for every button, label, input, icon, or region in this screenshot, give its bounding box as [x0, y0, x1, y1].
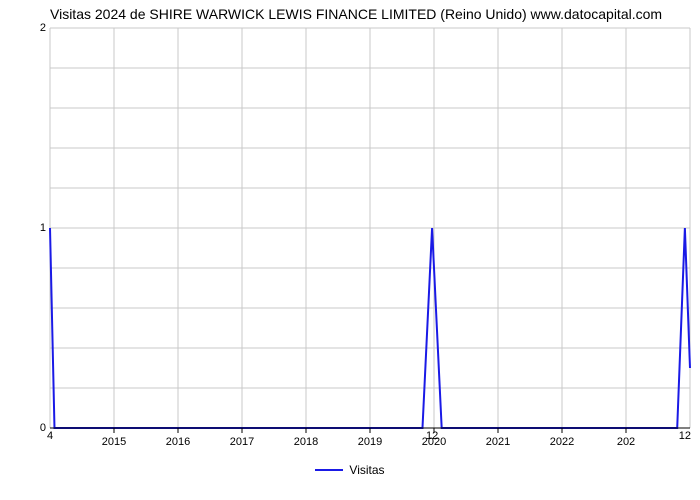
- value-label: 12: [426, 430, 438, 442]
- x-tick-label: 2018: [294, 436, 318, 448]
- x-tick-label: 2019: [358, 436, 382, 448]
- chart-title: Visitas 2024 de SHIRE WARWICK LEWIS FINA…: [50, 6, 662, 22]
- y-tick-label: 1: [32, 222, 46, 234]
- visits-chart: Visitas 2024 de SHIRE WARWICK LEWIS FINA…: [0, 0, 700, 500]
- plot-area: [50, 28, 690, 428]
- legend-item-visitas: Visitas: [315, 463, 384, 477]
- y-tick-label: 0: [32, 422, 46, 434]
- legend-label: Visitas: [349, 463, 384, 477]
- x-tick-label: 2017: [230, 436, 254, 448]
- legend-swatch: [315, 469, 343, 471]
- x-tick-label: 2016: [166, 436, 190, 448]
- chart-legend: Visitas: [0, 458, 700, 477]
- value-label: 4: [47, 430, 53, 442]
- x-tick-label: 2022: [550, 436, 574, 448]
- x-tick-label: 202: [617, 436, 635, 448]
- x-tick-label: 2021: [486, 436, 510, 448]
- y-tick-label: 2: [32, 22, 46, 34]
- x-tick-label: 2015: [102, 436, 126, 448]
- value-label: 12: [679, 430, 691, 442]
- plot-svg: [50, 28, 690, 434]
